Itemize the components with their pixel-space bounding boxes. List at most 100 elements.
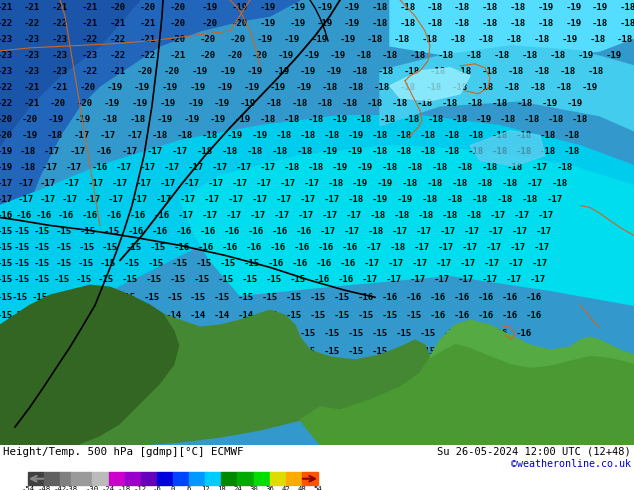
Text: -15: -15: [468, 385, 484, 393]
Text: -21: -21: [82, 3, 98, 12]
Text: -17: -17: [508, 259, 524, 268]
Text: -15: -15: [420, 366, 436, 374]
Text: -16: -16: [130, 211, 146, 220]
Text: -18: -18: [472, 195, 488, 204]
Text: -15: -15: [12, 311, 28, 320]
Text: -17: -17: [536, 227, 552, 236]
Text: -17: -17: [482, 275, 498, 284]
Text: -15: -15: [242, 275, 258, 284]
Text: -19: -19: [188, 99, 204, 108]
Text: -15: -15: [358, 311, 374, 320]
Text: -18: -18: [356, 115, 372, 124]
Text: -15: -15: [452, 366, 468, 374]
Text: -19: -19: [210, 115, 226, 124]
Text: -18: -18: [266, 99, 282, 108]
Text: -15: -15: [56, 259, 72, 268]
Text: -18: -18: [420, 147, 436, 156]
Text: -18: -18: [508, 67, 524, 76]
Text: -14: -14: [228, 329, 244, 338]
Text: -15: -15: [98, 293, 114, 302]
Text: -19: -19: [257, 35, 273, 45]
Text: -18: -18: [482, 3, 498, 12]
Text: -22: -22: [110, 35, 126, 45]
Text: -15: -15: [436, 366, 452, 374]
Text: -18: -18: [247, 147, 263, 156]
Text: -18: -18: [422, 195, 438, 204]
Text: 0: 0: [171, 486, 175, 490]
Text: -17: -17: [488, 227, 504, 236]
Text: 48: 48: [297, 486, 306, 490]
Text: -19: -19: [75, 115, 91, 124]
Text: -17: -17: [434, 275, 450, 284]
Text: -14: -14: [12, 329, 28, 338]
Text: -15: -15: [150, 243, 166, 252]
Text: -17: -17: [298, 211, 314, 220]
Text: -15: -15: [290, 275, 306, 284]
Text: -19: -19: [157, 115, 173, 124]
Text: -21: -21: [140, 35, 156, 45]
Text: -18: -18: [372, 131, 388, 140]
Text: -16: -16: [492, 329, 508, 338]
Text: -14: -14: [52, 329, 68, 338]
Text: -14: -14: [306, 385, 322, 393]
Text: -20: -20: [170, 3, 186, 12]
Text: -15: -15: [14, 275, 30, 284]
Text: -17: -17: [204, 195, 220, 204]
Text: -14: -14: [52, 346, 68, 356]
Text: -18: -18: [432, 163, 448, 172]
Text: -18: -18: [372, 20, 388, 28]
Text: -17: -17: [208, 179, 224, 188]
Text: -16: -16: [444, 329, 460, 338]
Bar: [108, 472, 125, 485]
Text: -18: -18: [572, 115, 588, 124]
Text: -15: -15: [32, 311, 48, 320]
Bar: [221, 472, 238, 485]
Text: -21: -21: [24, 99, 40, 108]
Text: -19: -19: [592, 3, 608, 12]
Text: -14: -14: [157, 346, 173, 356]
Text: -18: -18: [540, 131, 556, 140]
Text: -16: -16: [106, 211, 122, 220]
Text: -15: -15: [516, 346, 532, 356]
Bar: [189, 472, 205, 485]
Text: -19: -19: [542, 99, 558, 108]
Text: -19: -19: [162, 83, 178, 92]
Text: -14: -14: [177, 366, 193, 374]
Text: -18: -18: [284, 163, 300, 172]
Text: -17: -17: [458, 275, 474, 284]
Text: -14: -14: [157, 329, 173, 338]
Text: -17: -17: [538, 211, 554, 220]
Text: -18: -18: [396, 131, 412, 140]
Text: -23: -23: [24, 35, 40, 45]
Text: -19: -19: [214, 99, 230, 108]
Text: -15: -15: [286, 293, 302, 302]
Text: -18: -18: [426, 83, 442, 92]
Text: -16: -16: [0, 211, 13, 220]
Text: -15: -15: [370, 385, 386, 393]
Text: -19: -19: [132, 99, 148, 108]
Text: -17: -17: [188, 163, 204, 172]
Text: -18: -18: [322, 83, 338, 92]
Text: -23: -23: [82, 51, 98, 60]
Text: -18: -18: [468, 131, 484, 140]
Text: -42: -42: [54, 486, 67, 490]
Text: -20: -20: [170, 35, 186, 45]
Text: -14: -14: [92, 346, 108, 356]
Text: -18: -18: [482, 67, 498, 76]
Text: -19: -19: [220, 67, 236, 76]
Text: -19: -19: [0, 163, 13, 172]
Text: -14: -14: [248, 385, 264, 393]
Text: -17: -17: [460, 259, 476, 268]
Text: -15: -15: [348, 329, 364, 338]
Bar: [44, 472, 60, 485]
Text: -17: -17: [232, 179, 248, 188]
Text: -19: -19: [260, 20, 276, 28]
Text: -19: -19: [104, 99, 120, 108]
Text: -15: -15: [420, 385, 436, 393]
Text: -18: -18: [478, 83, 494, 92]
Text: -18: -18: [444, 147, 460, 156]
Text: -14: -14: [112, 346, 128, 356]
Text: -18: -18: [444, 131, 460, 140]
Text: -6: -6: [153, 486, 161, 490]
Text: -18: -18: [102, 115, 118, 124]
